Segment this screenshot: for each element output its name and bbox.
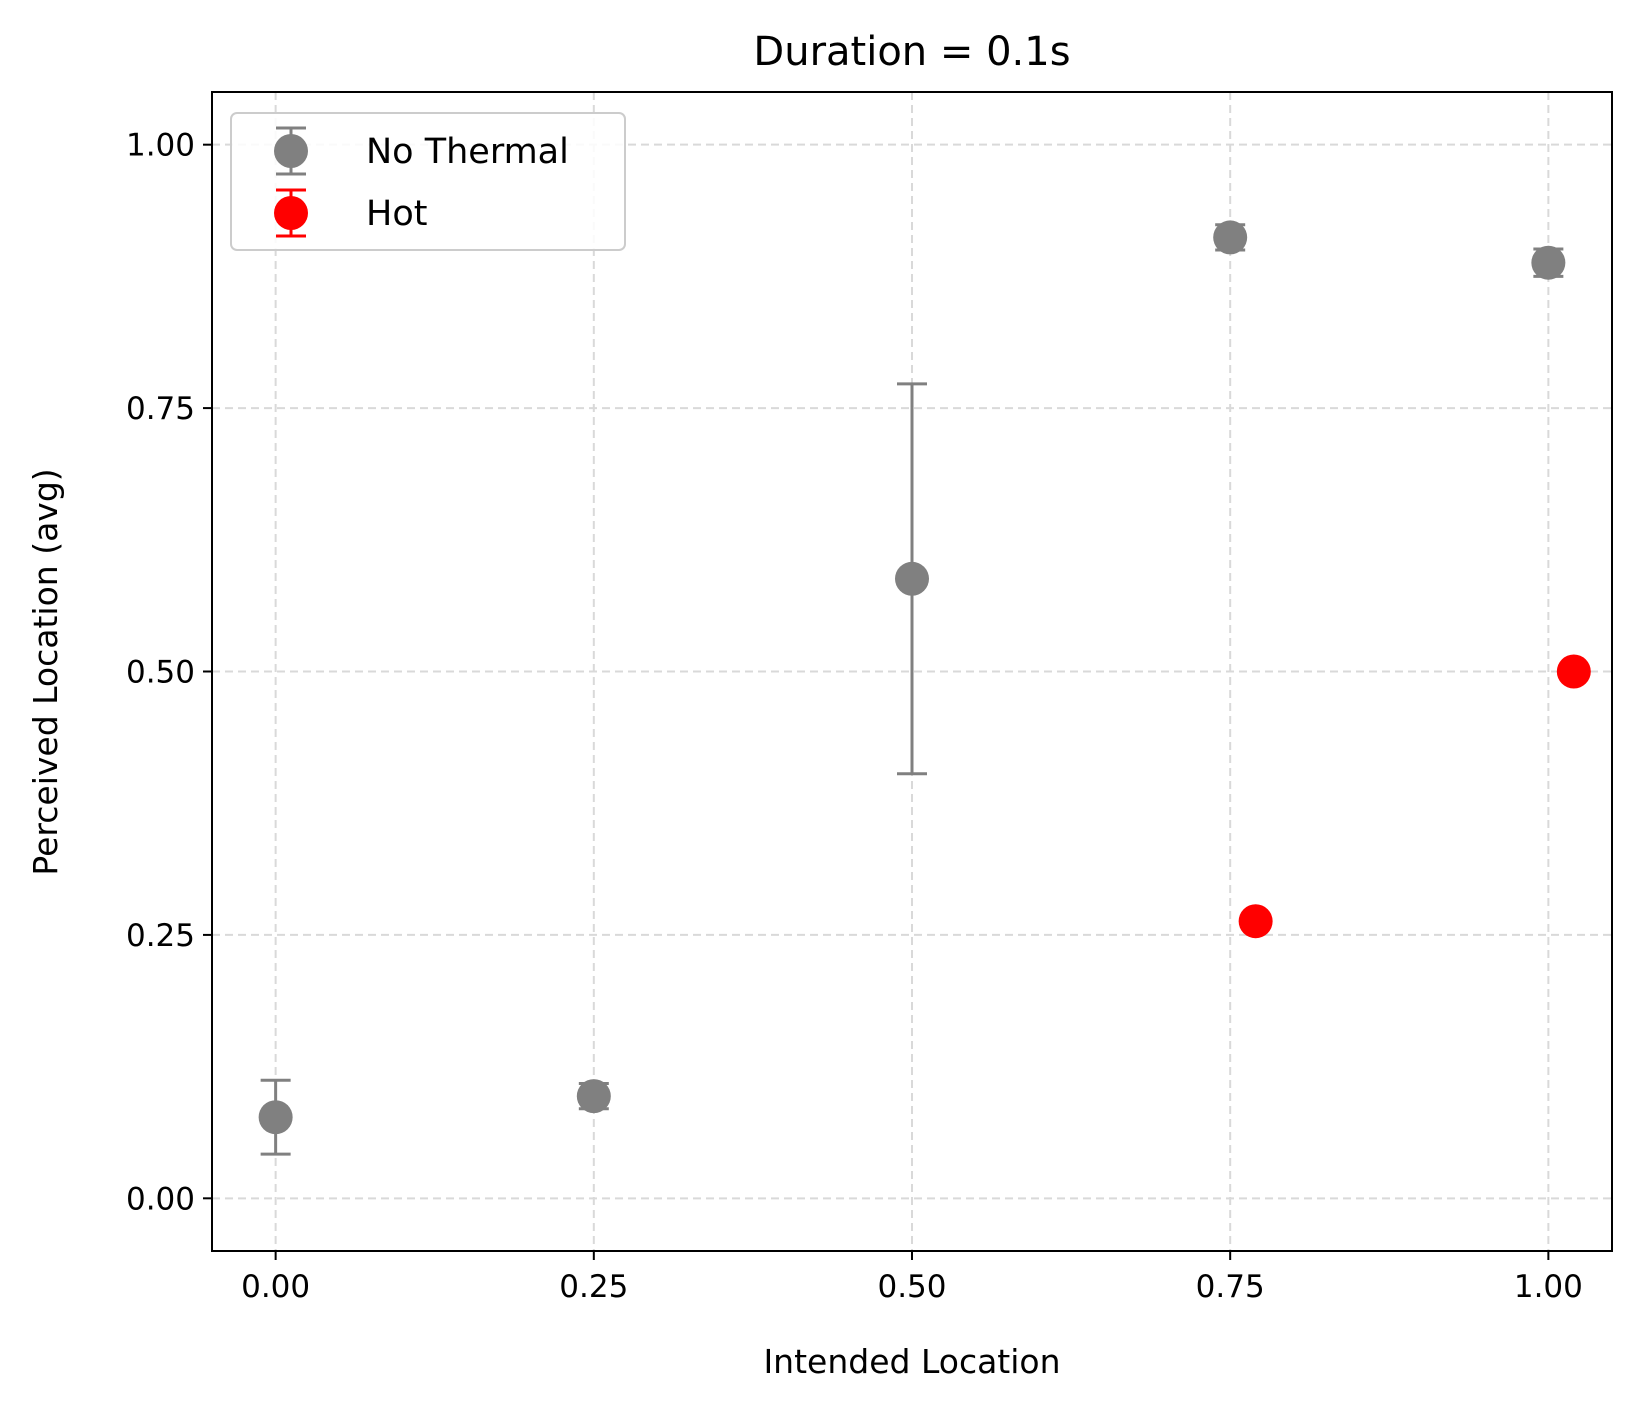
ticks: 0.00 0.25 0.50 0.75 1.00 0.00 0.25 0.50 0.75 1.00: [126, 128, 1583, 1305]
legend-box: [230, 112, 626, 251]
x-axis-label: Intended Location: [763, 1342, 1060, 1381]
series-no-thermal: [258, 220, 1566, 1156]
data-point: [258, 1100, 293, 1135]
y-tick-label: 0.75: [126, 391, 195, 427]
y-tick-label: 0.50: [126, 655, 195, 691]
x-tick-label: 0.50: [877, 1269, 946, 1305]
x-tick-label: 0.25: [559, 1269, 628, 1305]
y-tick-label: 0.00: [126, 1181, 195, 1217]
data-point: [1556, 654, 1591, 689]
legend-label: Hot: [366, 194, 427, 234]
data-point: [576, 1079, 611, 1114]
x-tick-label: 1.00: [1514, 1269, 1583, 1305]
legend-label: No Thermal: [366, 132, 569, 172]
plot-frame: [211, 91, 1613, 1252]
chart-title: Duration = 0.1s: [753, 29, 1070, 75]
series-hot: [1238, 654, 1591, 939]
data-point: [1531, 245, 1566, 280]
legend: No Thermal Hot: [230, 112, 626, 251]
y-axis-label: Perceived Location (avg): [26, 468, 65, 875]
x-tick-label: 0.75: [1196, 1269, 1265, 1305]
x-tick-label: 0.00: [241, 1269, 310, 1305]
y-tick-label: 0.25: [126, 918, 195, 954]
data-point: [1213, 220, 1248, 255]
legend-marker: [274, 134, 308, 168]
legend-marker: [274, 196, 308, 230]
data-point: [1238, 904, 1273, 939]
y-tick-label: 1.00: [126, 128, 195, 164]
data-point: [895, 561, 929, 596]
data-marks: [258, 220, 1591, 1156]
